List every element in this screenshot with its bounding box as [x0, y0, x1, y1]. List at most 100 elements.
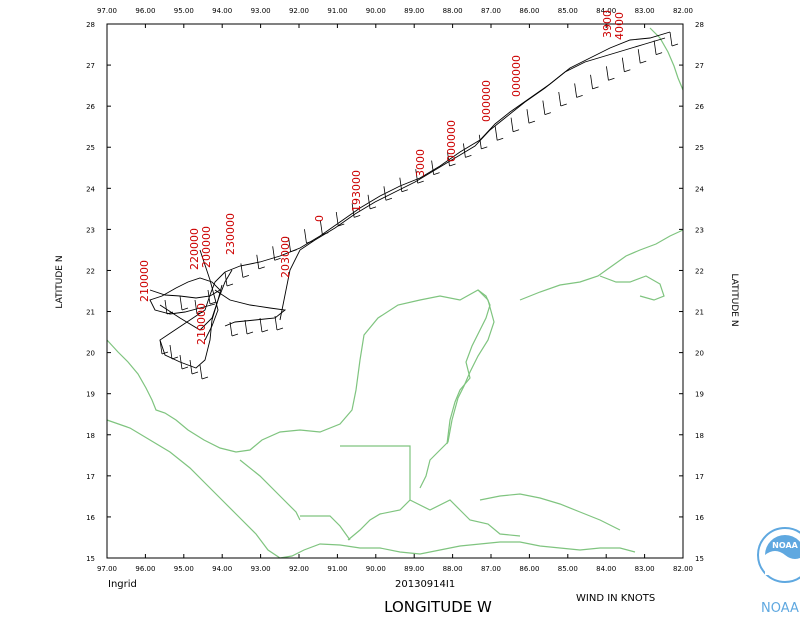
lat-tick-label-right: 22	[695, 267, 704, 275]
lon-tick-label-top: 90.00	[366, 7, 386, 15]
wind-barb	[179, 354, 183, 370]
lat-tick-label-left: 16	[86, 514, 95, 522]
wind-barb-flag	[338, 223, 345, 227]
border-line-3	[239, 459, 301, 521]
lon-tick-label-bottom: 83.00	[635, 565, 655, 573]
lat-tick-label-left: 27	[86, 62, 95, 70]
lon-tick-label-top: 97.00	[97, 7, 117, 15]
noaa-logo: NOAA NOAA	[757, 527, 800, 616]
lon-tick-label-bottom: 92.00	[289, 565, 309, 573]
border-line-4	[409, 499, 521, 537]
yucatan-east-coastline	[446, 289, 491, 445]
border-line-2	[300, 515, 351, 541]
wind-barb-flag	[181, 366, 189, 370]
lon-tick-label-top: 87.00	[481, 7, 501, 15]
latitude-ticks-right: 28 27 26 25 24 23 22 21 20 19 18 17 16 15	[679, 21, 704, 563]
wind-barb-flag	[209, 301, 217, 305]
lat-tick-label-left: 21	[86, 309, 95, 317]
lon-tick-label-bottom: 82.00	[673, 565, 693, 573]
wind-barb	[574, 83, 578, 98]
flight-id: 20130914I1	[395, 579, 455, 590]
lon-tick-label-bottom: 91.00	[327, 565, 347, 573]
wind-barb-flag	[322, 232, 329, 235]
x-axis-title: LONGITUDE W	[384, 598, 492, 616]
lat-tick-label-left: 22	[86, 267, 95, 275]
wind-barb	[274, 315, 278, 331]
wind-barb-flag	[306, 240, 313, 244]
wind-barb	[383, 186, 387, 201]
wind-barb	[189, 359, 193, 375]
cuba-coastline	[519, 229, 684, 301]
wind-barb	[259, 317, 263, 333]
lat-tick-label-left: 26	[86, 103, 95, 111]
lon-tick-label-top: 88.00	[443, 7, 463, 15]
time-label: 210000	[195, 303, 208, 345]
wind-barb-flag	[290, 249, 297, 253]
wind-barb	[159, 339, 163, 355]
wind-barb	[415, 169, 419, 184]
wind-barb-flag	[433, 172, 440, 175]
wind-barb	[224, 271, 228, 287]
wind-barb-flag	[655, 52, 663, 55]
time-label: 210000	[138, 260, 151, 302]
wind-barb-flag	[166, 311, 174, 315]
wind-barb-flag	[608, 77, 615, 81]
noaa-logo-inner-text: NOAA	[772, 541, 798, 550]
lat-tick-label-left: 15	[86, 555, 95, 563]
noaa-logo-outer-ring	[757, 527, 800, 583]
lon-tick-label-bottom: 95.00	[174, 565, 194, 573]
wind-barb-flag	[592, 86, 599, 90]
florida-coastline	[649, 27, 684, 91]
wind-barb	[653, 40, 657, 55]
time-label: 4000	[613, 12, 626, 40]
coastline-layer	[106, 27, 684, 559]
lon-tick-label-top: 85.00	[558, 7, 578, 15]
wind-barb-flag	[354, 215, 361, 218]
wind-barb	[304, 229, 307, 244]
wind-barb-flag	[417, 180, 424, 184]
lat-tick-label-right: 18	[695, 432, 704, 440]
lon-tick-label-bottom: 85.00	[558, 565, 578, 573]
pattern-leg-5	[159, 269, 233, 331]
lat-tick-label-right: 26	[695, 103, 704, 111]
honduras-coastline	[479, 493, 621, 531]
wind-barb-flag	[226, 283, 234, 287]
wind-barb-flag	[201, 376, 209, 380]
lat-tick-label-right: 19	[695, 391, 704, 399]
wind-barb	[256, 254, 260, 269]
wind-barb	[542, 100, 546, 115]
pattern-leg-4	[199, 249, 219, 341]
lon-tick-label-top: 83.00	[635, 7, 655, 15]
time-label: 000000	[480, 80, 493, 122]
lon-tick-label-top: 86.00	[519, 7, 539, 15]
wind-barb	[590, 74, 593, 89]
wind-barb	[431, 160, 435, 175]
longitude-ticks-top: 97.00 96.00 95.00 94.00 93.00 92.00 91.00 90.00…	[97, 7, 693, 28]
lon-tick-label-top: 95.00	[174, 7, 194, 15]
wind-barb	[164, 299, 168, 315]
wind-barb	[319, 220, 323, 235]
lat-tick-label-left: 20	[86, 350, 95, 358]
lat-tick-label-right: 16	[695, 514, 704, 522]
wind-barb	[558, 91, 562, 107]
wind-barb	[462, 143, 466, 158]
time-labels: 210000 220000 200000 230000 203000 210000 1930…	[138, 10, 626, 345]
time-label: 193000	[350, 170, 363, 212]
wind-barb-flag	[497, 137, 504, 141]
wind-barb-flag	[512, 129, 520, 133]
wind-barb-flag	[231, 333, 239, 337]
wind-barbs	[159, 31, 679, 380]
time-label: 3900	[601, 10, 614, 38]
lon-tick-label-top: 84.00	[596, 7, 616, 15]
latitude-ticks-left: 28 27 26 25 24 23 22 21 20 19 18 17 16 15	[86, 21, 111, 563]
time-label: 203000	[279, 236, 292, 278]
wind-barb	[240, 263, 244, 278]
wind-barb-flag	[385, 197, 393, 201]
y-axis-title-left: LATITUDE N	[55, 255, 65, 308]
lat-tick-label-right: 17	[695, 473, 704, 481]
time-label: 000000	[445, 120, 458, 162]
pattern-leg-2	[149, 277, 221, 315]
ferry-leg-track	[224, 31, 671, 273]
wind-barb-flag	[261, 329, 269, 333]
lat-tick-label-right: 21	[695, 309, 704, 317]
